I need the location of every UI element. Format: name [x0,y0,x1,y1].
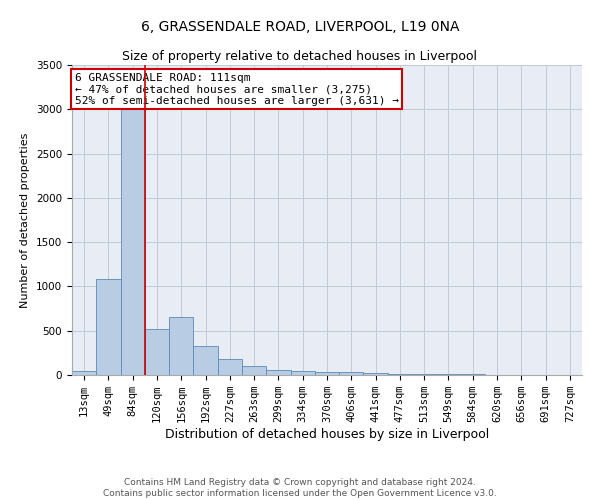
Bar [242,366,266,375]
Bar [315,372,339,375]
Bar [461,374,485,375]
Bar [72,370,96,375]
Bar [218,358,242,375]
Text: Contains HM Land Registry data © Crown copyright and database right 2024.
Contai: Contains HM Land Registry data © Crown c… [103,478,497,498]
Bar [436,374,461,375]
Bar [266,370,290,375]
Bar [121,87,145,375]
Y-axis label: Number of detached properties: Number of detached properties [20,132,31,308]
Text: 6, GRASSENDALE ROAD, LIVERPOOL, L19 0NA: 6, GRASSENDALE ROAD, LIVERPOOL, L19 0NA [141,20,459,34]
Bar [290,370,315,375]
Bar [339,372,364,375]
Bar [364,373,388,375]
Text: 6 GRASSENDALE ROAD: 111sqm
← 47% of detached houses are smaller (3,275)
52% of s: 6 GRASSENDALE ROAD: 111sqm ← 47% of deta… [74,72,398,106]
Bar [96,280,121,375]
Bar [193,346,218,375]
X-axis label: Distribution of detached houses by size in Liverpool: Distribution of detached houses by size … [165,428,489,441]
Bar [145,329,169,375]
Text: Size of property relative to detached houses in Liverpool: Size of property relative to detached ho… [122,50,478,63]
Bar [388,374,412,375]
Bar [412,374,436,375]
Bar [169,318,193,375]
